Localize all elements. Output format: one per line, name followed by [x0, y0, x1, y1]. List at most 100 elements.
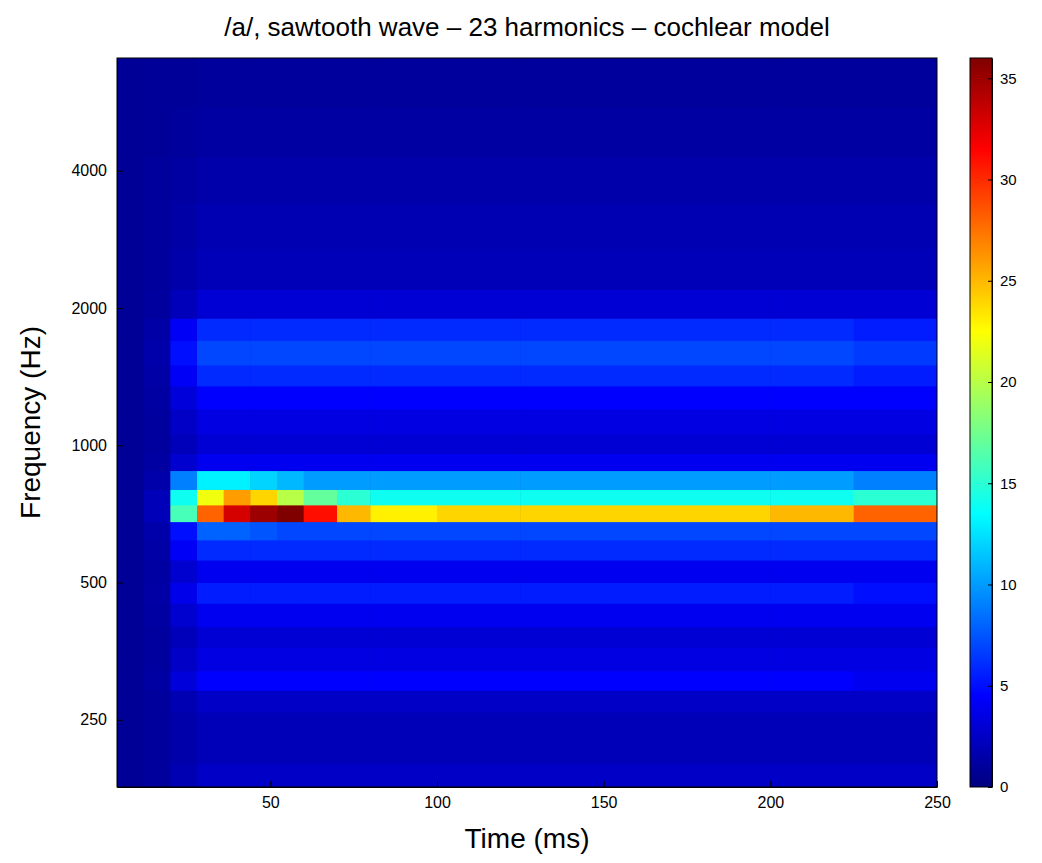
cell [370, 736, 437, 764]
cell [604, 671, 688, 691]
cell [687, 318, 771, 341]
cell [197, 289, 224, 319]
cell [304, 340, 338, 365]
cell [437, 409, 521, 434]
cell [117, 522, 144, 541]
cell [117, 471, 144, 490]
tick-label: 4000 [71, 162, 107, 179]
cell [370, 489, 437, 505]
tick: 2000 [71, 300, 123, 317]
cell [197, 249, 224, 290]
cell [117, 289, 144, 319]
tick: 5 [988, 677, 1008, 694]
cell [687, 409, 771, 434]
cell [224, 471, 251, 490]
tick-label: 50 [262, 794, 280, 811]
cell [250, 249, 277, 290]
cell [117, 489, 144, 505]
cell [250, 489, 277, 505]
cell [304, 156, 338, 203]
cell [250, 453, 277, 471]
cell [277, 671, 304, 691]
cell [277, 434, 304, 454]
cell [854, 434, 937, 454]
cell [337, 764, 371, 787]
cell [304, 249, 338, 290]
tick-label: 10 [1000, 576, 1017, 593]
cell [250, 690, 277, 712]
cell [277, 505, 304, 522]
cell [604, 108, 688, 157]
cell [197, 386, 224, 410]
cell [197, 505, 224, 522]
cell [370, 386, 437, 410]
cell [520, 434, 604, 454]
cell [224, 434, 251, 454]
x-axis-title: Time (ms) [465, 823, 590, 854]
cell [197, 409, 224, 434]
cell [770, 671, 854, 691]
cell [250, 289, 277, 319]
cell [197, 690, 224, 712]
cell [250, 340, 277, 365]
cell [370, 522, 437, 541]
cell [337, 365, 371, 386]
cell [277, 471, 304, 490]
cell [770, 489, 854, 505]
cell [224, 249, 251, 290]
cell [197, 540, 224, 561]
cell [170, 249, 197, 290]
cell [520, 365, 604, 386]
cell [770, 764, 854, 787]
cell [854, 471, 937, 490]
cell [250, 671, 277, 691]
cell [304, 648, 338, 672]
cell [520, 489, 604, 505]
cell [854, 203, 937, 249]
colorbar [970, 58, 992, 787]
tick-mark [988, 585, 992, 586]
cell [770, 203, 854, 249]
cell [770, 58, 854, 108]
cell [687, 365, 771, 386]
cell [304, 58, 338, 108]
cell [520, 340, 604, 365]
cell [197, 471, 224, 490]
cell [770, 540, 854, 561]
tick: 1000 [71, 437, 123, 454]
cell [117, 648, 144, 672]
cell [304, 289, 338, 319]
cell [604, 453, 688, 471]
cell [144, 471, 171, 490]
cell [437, 648, 521, 672]
cell [144, 764, 171, 787]
cell [250, 540, 277, 561]
cell [250, 386, 277, 410]
cell [520, 58, 604, 108]
cell [304, 489, 338, 505]
cell [170, 108, 197, 157]
cell [144, 671, 171, 691]
chart: 50100150200250250500100020004000/a/, saw… [0, 0, 1042, 863]
cell [370, 671, 437, 691]
cell [224, 203, 251, 249]
cell [687, 560, 771, 583]
cell [770, 318, 854, 341]
cell [250, 318, 277, 341]
cell [197, 453, 224, 471]
cell [144, 365, 171, 386]
cell [520, 764, 604, 787]
tick-label: 5 [1000, 677, 1008, 694]
cell [224, 690, 251, 712]
cell [854, 289, 937, 319]
cell [117, 540, 144, 561]
cell [277, 627, 304, 648]
cell [770, 560, 854, 583]
cell [224, 318, 251, 341]
cell [277, 340, 304, 365]
cell [170, 627, 197, 648]
cell [337, 340, 371, 365]
cell [304, 690, 338, 712]
cell [117, 505, 144, 522]
cell [277, 648, 304, 672]
